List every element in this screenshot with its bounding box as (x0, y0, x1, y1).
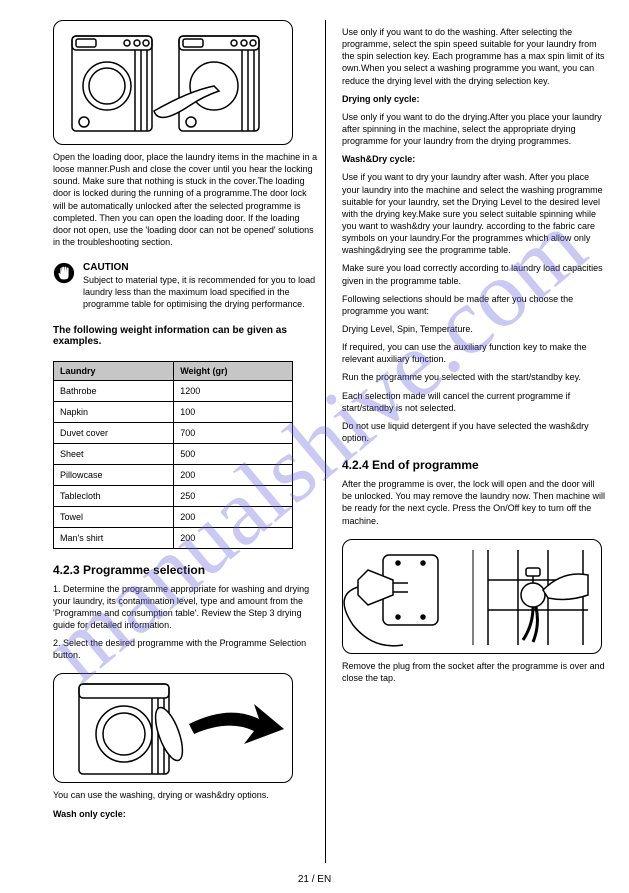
r-p5c: If required, you can use the auxiliary f… (342, 341, 607, 365)
r-p3: Use if you want to dry your laundry afte… (342, 171, 607, 256)
figure-loading-laundry (53, 20, 293, 145)
caution-label: CAUTION (83, 262, 318, 274)
page: Open the loading door, place the laundry… (0, 0, 629, 893)
fig2-caption: You can use the washing, drying or wash&… (53, 789, 318, 801)
r-p5: Following selections should be made afte… (342, 293, 607, 317)
table-row: Sheet500 (54, 443, 293, 464)
figure-unplug (342, 539, 602, 654)
figure-door-open (53, 673, 293, 783)
r-p1: Use only if you want to do the washing. … (342, 26, 607, 87)
th-laundry: Laundry (54, 361, 174, 380)
section-heading-423: 4.2.3 Programme selection (53, 563, 318, 577)
section-heading-424: 4.2.4 End of programme (342, 458, 607, 472)
table-row: Napkin100 (54, 401, 293, 422)
drying-only-title: Drying only cycle: (342, 93, 607, 105)
right-column: Use only if you want to do the washing. … (342, 20, 607, 863)
caution-block: CAUTION Subject to material type, it is … (53, 262, 318, 310)
wash-only-title: Wash only cycle: (53, 808, 318, 820)
end-p: After the programme is over, the lock wi… (342, 478, 607, 527)
step-1: 1. Determine the programme appropriate f… (53, 583, 318, 632)
table-row: Duvet cover700 (54, 422, 293, 443)
table-row: Tablecloth250 (54, 485, 293, 506)
fig1-caption: Open the loading door, place the laundry… (53, 151, 318, 248)
r-p2: Use only if you want to do the drying.Af… (342, 111, 607, 147)
table-row: Towel200 (54, 506, 293, 527)
page-number: 21 / EN (0, 874, 629, 885)
table-heading: The following weight information can be … (53, 325, 318, 347)
column-divider (325, 20, 326, 863)
th-weight: Weight (gr) (174, 361, 293, 380)
r-p5d: Run the programme you selected with the … (342, 371, 607, 383)
caution-hand-icon (53, 262, 75, 284)
step-2: 2. Select the desired programme with the… (53, 637, 318, 661)
r-p5b: Drying Level, Spin, Temperature. (342, 323, 607, 335)
fig3-caption: Remove the plug from the socket after th… (342, 660, 607, 684)
caution-body: Subject to material type, it is recommen… (83, 274, 318, 310)
weight-table: Laundry Weight (gr) Bathrobe1200 Napkin1… (53, 361, 293, 549)
r-p4: Make sure you load correctly according t… (342, 262, 607, 286)
table-row: Pillowcase200 (54, 464, 293, 485)
r-p6: Each selection made will cancel the curr… (342, 390, 607, 414)
table-row: Man's shirt200 (54, 527, 293, 548)
table-row: Bathrobe1200 (54, 380, 293, 401)
r-p7: Do not use liquid detergent if you have … (342, 420, 607, 444)
wash-dry-title: Wash&Dry cycle: (342, 153, 607, 165)
left-column: Open the loading door, place the laundry… (53, 20, 318, 863)
